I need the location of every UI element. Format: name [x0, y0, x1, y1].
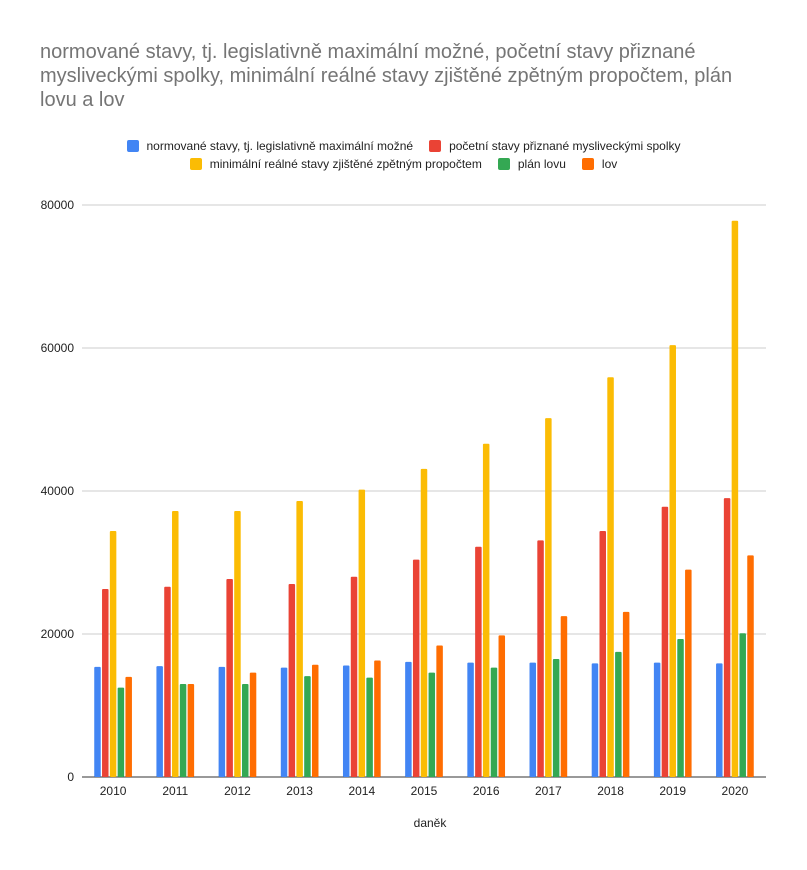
bar [607, 377, 614, 777]
bar [723, 498, 731, 777]
bar [342, 665, 350, 777]
legend-label-minimalni: minimální reálné stavy zjištěné zpětným … [209, 157, 482, 171]
x-tick-label: 2018 [597, 784, 624, 798]
legend-swatch-pocetni [429, 140, 442, 152]
bar [412, 559, 420, 777]
legend-item-lov: lov [581, 157, 618, 171]
bar [358, 489, 366, 777]
legend-row-2: minimální reálné stavy zjištěné zpětným … [0, 155, 807, 173]
bar [420, 468, 428, 777]
chart-title: normované stavy, tj. legislativně maximá… [40, 41, 733, 111]
bar [172, 511, 179, 777]
bar [280, 667, 288, 777]
x-tick-label: 2010 [100, 784, 127, 798]
bar [234, 511, 241, 777]
bar [366, 677, 373, 777]
bars-layer [94, 220, 754, 778]
x-axis-title: daněk [414, 816, 448, 830]
legend-swatch-minimalni [189, 158, 202, 170]
bar [677, 639, 684, 777]
bar [109, 531, 117, 777]
bar [94, 666, 101, 777]
legend-item-normovane: normované stavy, tj. legislativně maximá… [126, 139, 414, 153]
bar [296, 501, 303, 777]
y-tick-label: 20000 [41, 627, 75, 641]
bar [218, 666, 226, 777]
x-tick-label: 2019 [659, 784, 686, 798]
x-tick-label: 2020 [722, 784, 749, 798]
x-tick-label: 2015 [411, 784, 438, 798]
legend-label-pocetni: početní stavy přiznané mysliveckými spol… [449, 139, 681, 153]
legend-row-1: normované stavy, tj. legislativně maximá… [0, 137, 807, 155]
legend-swatch-normovane [126, 140, 139, 152]
legend-label-normovane: normované stavy, tj. legislativně maximá… [146, 139, 414, 153]
bar [242, 684, 249, 777]
bar [405, 661, 412, 777]
legend-label-plan-lovu: plán lovu [517, 157, 566, 171]
bar [537, 540, 544, 777]
labels-layer: 0 20000 40000 60000 80000 2010 2011 2012 2013 201… [41, 198, 749, 798]
bar [304, 676, 311, 777]
bar [731, 220, 739, 778]
legend-swatch-lov [581, 158, 594, 170]
x-tick-label: 2012 [224, 784, 251, 798]
bar [490, 667, 498, 777]
bar [661, 506, 669, 777]
legend-swatch-plan-lovu [497, 158, 510, 170]
bar [615, 651, 622, 778]
x-tick-label: 2017 [535, 784, 562, 798]
bar [599, 531, 606, 777]
bar [591, 663, 599, 777]
bar [179, 684, 187, 777]
bar [156, 666, 163, 777]
bar [653, 662, 661, 777]
bar [187, 684, 195, 777]
bar [288, 583, 296, 777]
legend-item-minimalni: minimální reálné stavy zjištěné zpětným … [189, 157, 482, 171]
bar [685, 569, 692, 777]
bar [529, 662, 537, 777]
bar [436, 645, 443, 777]
legend-label-lov: lov [601, 157, 618, 171]
bar [350, 576, 358, 777]
bar [117, 687, 125, 778]
bar [428, 672, 436, 777]
bar [482, 443, 490, 777]
bar [739, 633, 746, 777]
bar [498, 635, 506, 777]
bar [747, 555, 754, 777]
x-tick-label: 2013 [286, 784, 313, 798]
x-tick-label: 2011 [162, 784, 188, 798]
bar [374, 660, 381, 777]
bar [102, 588, 109, 777]
legend: normované stavy, tj. legislativně maximá… [0, 137, 807, 173]
x-tick-label: 2014 [348, 784, 375, 798]
bar [249, 672, 257, 777]
bar [125, 676, 132, 777]
bar [467, 662, 474, 777]
bar [552, 659, 560, 777]
bar [560, 616, 568, 778]
bar [311, 664, 319, 777]
y-tick-label: 60000 [41, 341, 75, 355]
bar [475, 546, 482, 777]
bar [716, 663, 723, 777]
legend-item-plan-lovu: plán lovu [497, 157, 566, 171]
bar [164, 586, 171, 777]
y-tick-label: 80000 [41, 198, 75, 212]
bar [669, 345, 676, 777]
bar [545, 418, 552, 777]
bar [226, 578, 233, 777]
y-tick-label: 40000 [41, 484, 75, 498]
y-tick-label: 0 [67, 770, 74, 784]
legend-item-pocetni: početní stavy přiznané mysliveckými spol… [429, 139, 680, 153]
bar [622, 611, 630, 777]
x-tick-label: 2016 [473, 784, 500, 798]
